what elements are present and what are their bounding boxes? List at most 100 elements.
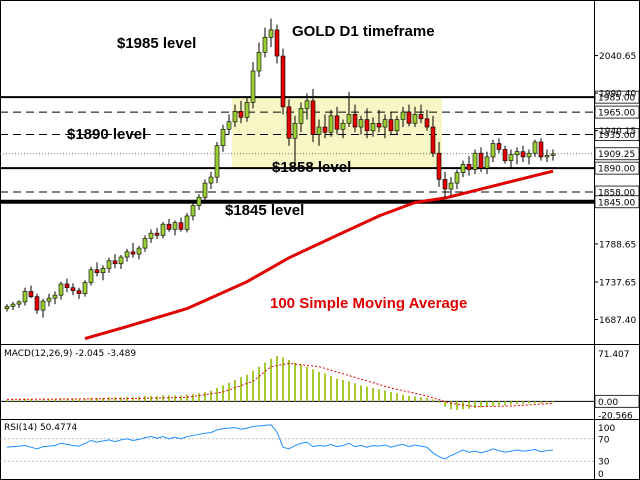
level-tag-1965.00	[594, 105, 640, 119]
level-tag-1909.25	[594, 147, 640, 161]
candle-body-5	[34, 296, 40, 311]
candle-body-42	[256, 52, 262, 72]
candle-body-88	[532, 141, 538, 154]
level-tag-1890.00	[594, 161, 640, 175]
candle-body-73	[442, 179, 448, 190]
candle-body-40	[244, 102, 250, 118]
price-scale: 1985.00 1965.00 1935.00 1909.25 1890.00 1858.…	[594, 52, 640, 326]
candle-body-63	[382, 119, 388, 128]
candle-body-71	[430, 126, 436, 154]
candle-body-22	[136, 247, 142, 255]
candle-body-27	[166, 223, 172, 230]
level-tag-text-1890.00: 1890.00	[598, 165, 635, 175]
candle-body-18	[112, 260, 118, 265]
candle-body-83	[502, 149, 508, 161]
candle-body-70	[424, 118, 430, 128]
candle-body-56	[340, 122, 346, 130]
candle-body-76	[460, 164, 466, 173]
candle-body-65	[394, 119, 400, 132]
sma-100-line	[84, 169, 554, 340]
candle-body-81	[490, 143, 496, 158]
rsi-tick-70: 70	[598, 435, 610, 445]
candle-body-16	[100, 267, 106, 274]
candle-body-41	[250, 70, 256, 103]
level-tag-text-1858.00: 1858.00	[598, 189, 635, 199]
candle-body-17	[106, 260, 112, 269]
candle-body-39	[238, 111, 244, 118]
annotation-1890-level: $1890 level	[67, 126, 146, 143]
price-levels	[0, 96, 594, 204]
candle-body-54	[328, 115, 334, 133]
candle-body-62	[376, 122, 382, 128]
macd-zero-tag-text: 0.00	[598, 398, 618, 408]
candle-body-6	[40, 300, 46, 311]
candle-body-43	[262, 37, 268, 53]
candle-body-55	[334, 115, 340, 130]
level-tag-1935.00	[594, 128, 640, 141]
tick-label-2040.65: 2040.65	[599, 52, 636, 62]
candle-body-49	[298, 108, 304, 124]
level-tag-text-1845.00: 1845.00	[598, 198, 635, 208]
candle-body-32	[196, 196, 202, 206]
candle-body-91	[550, 153, 556, 156]
candle-body-13	[82, 282, 88, 294]
candle-body-58	[352, 114, 358, 128]
candle-body-69	[418, 114, 424, 120]
candle-body-82	[496, 143, 502, 150]
candle-body-60	[364, 119, 370, 132]
candle-body-20	[124, 251, 130, 258]
candle-body-29	[178, 222, 184, 230]
tick-label-1687.40: 1687.40	[599, 316, 636, 326]
candle-body-36	[220, 128, 226, 147]
level-tag-1845.00	[594, 195, 640, 209]
candle-body-11	[70, 287, 76, 291]
sma-polyline	[84, 169, 554, 340]
candle-body-67	[406, 111, 412, 124]
candle-body-8	[52, 294, 58, 299]
rsi-tick-30: 30	[598, 458, 610, 468]
candle-body-48	[292, 122, 298, 139]
macd-tick--20.566: -20.566	[598, 412, 633, 422]
candle-body-2	[16, 301, 22, 305]
chart-title: GOLD D1 timeframe	[292, 23, 435, 40]
candle-body-38	[232, 111, 238, 123]
candle-body-51	[310, 100, 316, 135]
macd-zero-tag	[594, 394, 640, 408]
candle-body-79	[478, 152, 484, 169]
candle-body-61	[370, 122, 376, 132]
level-tag-text-1909.25: 1909.25	[598, 150, 635, 160]
level-tag-1985.00	[594, 90, 640, 104]
candle-body-78	[472, 152, 478, 170]
candle-body-14	[88, 269, 94, 283]
candle-body-44	[268, 29, 274, 38]
tick-label-1940.15: 1940.15	[599, 127, 636, 137]
tick-label-1990.40: 1990.40	[599, 90, 636, 100]
candle-body-89	[538, 141, 544, 158]
candle-body-3	[22, 291, 28, 303]
candle-body-46	[280, 55, 286, 108]
tick-label-1737.65: 1737.65	[599, 278, 636, 288]
annotation-1858-level: $1858 level	[272, 159, 351, 176]
candle-body-47	[286, 106, 292, 139]
candle-body-86	[520, 151, 526, 158]
tick-label-1788.65: 1788.65	[599, 240, 636, 250]
rsi-tick-0: 0	[598, 470, 604, 480]
macd-tick-71.407: 71.407	[598, 350, 630, 360]
candle-body-77	[466, 164, 472, 170]
candle-body-12	[76, 290, 82, 294]
level-tag-text-1985.00: 1985.00	[598, 94, 635, 104]
annotation-1845-level: $1845 level	[225, 202, 304, 219]
candle-body-59	[358, 119, 364, 128]
candle-body-45	[274, 29, 280, 57]
candle-body-75	[454, 172, 460, 184]
candle-body-1	[10, 303, 16, 307]
level-tag-text-1965.00: 1965.00	[598, 109, 635, 119]
candle-body-23	[142, 238, 148, 249]
candle-body-37	[226, 121, 232, 130]
candle-body-90	[544, 155, 550, 158]
candle-body-68	[412, 114, 418, 124]
sma-annotation: 100 Simple Moving Average	[270, 295, 467, 312]
